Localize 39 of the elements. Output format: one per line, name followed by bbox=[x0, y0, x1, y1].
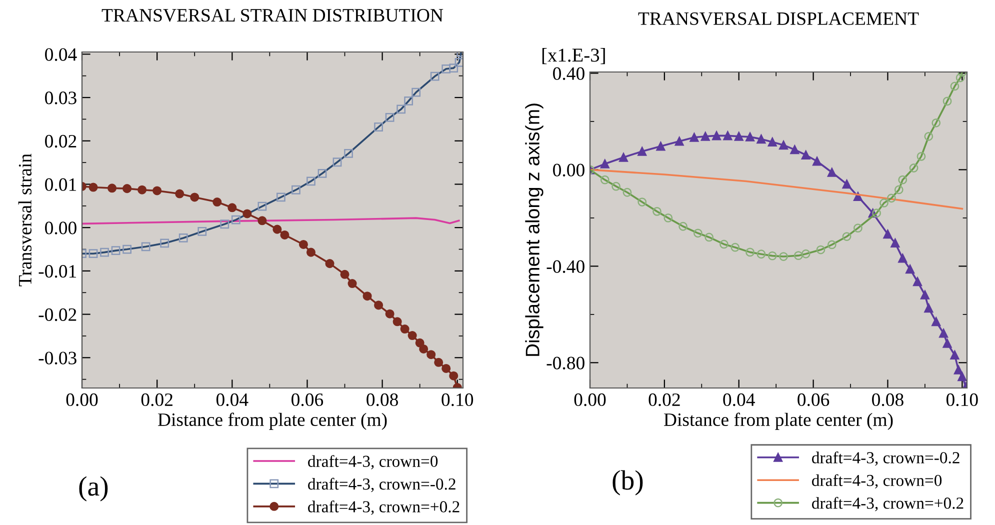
y-tick-label: 0.01 bbox=[45, 178, 76, 192]
x-axis-title: Distance from plate center (m) bbox=[158, 412, 387, 430]
x-tick-label: 0.10 bbox=[442, 393, 474, 406]
y-tick-label: -0.01 bbox=[38, 264, 76, 278]
x-tick-label: 0.06 bbox=[798, 393, 830, 406]
y-tick-label: -0.80 bbox=[546, 356, 584, 370]
y-tick-label: -0.02 bbox=[38, 308, 76, 322]
x-tick-label: 0.00 bbox=[574, 393, 606, 406]
y-tick-label: 0.00 bbox=[45, 222, 76, 234]
legend-label: draft=4-3, crown=-0.2 bbox=[812, 451, 960, 466]
y-tick-label: 0.04 bbox=[45, 48, 77, 61]
legend-label: draft=4-3, crown=-0.2 bbox=[308, 478, 456, 492]
x-tick-label: 0.08 bbox=[366, 393, 398, 406]
x-tick-label: 0.06 bbox=[292, 393, 324, 406]
x-tick-label: 0.02 bbox=[141, 393, 172, 406]
y-tick-label: 0.03 bbox=[45, 92, 76, 104]
y-tick-label: 0.02 bbox=[45, 134, 76, 148]
y-tick-label: -0.03 bbox=[38, 352, 76, 364]
x-tick-label: 0.10 bbox=[946, 393, 978, 406]
legend-label: draft=4-3, crown=0 bbox=[812, 474, 942, 488]
x-tick-label: 0.00 bbox=[66, 393, 98, 406]
text: [x1.E-3] bbox=[542, 48, 605, 64]
y-axis-title: Transversal strain bbox=[18, 154, 32, 286]
x-axis-title: Distance from plate center (m) bbox=[664, 412, 893, 430]
text: (b) bbox=[612, 470, 643, 496]
x-tick-label: 0.08 bbox=[872, 393, 904, 406]
y-axis-title: Displacement along z axis(m) bbox=[525, 104, 544, 356]
y-tick-label: 0.40 bbox=[553, 67, 584, 80]
legend-label: draft=4-3, crown=0 bbox=[308, 455, 438, 470]
x-tick-label: 0.04 bbox=[723, 393, 755, 406]
chart-title: TRANSVERSAL STRAIN DISTRIBUTION bbox=[102, 9, 444, 22]
y-tick-label: 0.00 bbox=[553, 164, 584, 176]
chart-title: TRANSVERSAL DISPLACEMENT bbox=[638, 12, 919, 26]
legend-label: draft=4-3, crown=+0.2 bbox=[308, 500, 460, 515]
text: (a) bbox=[79, 476, 108, 502]
legend-label: draft=4-3, crown=+0.2 bbox=[812, 496, 964, 512]
x-tick-label: 0.04 bbox=[216, 393, 248, 406]
x-tick-label: 0.02 bbox=[648, 393, 680, 406]
y-tick-label: -0.40 bbox=[546, 260, 584, 273]
